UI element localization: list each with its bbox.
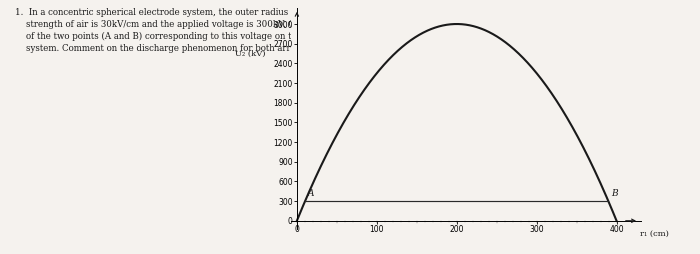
Text: 1.  In a concentric spherical electrode system, the outer radius is 400 cm, the : 1. In a concentric spherical electrode s…: [15, 8, 412, 53]
Text: B: B: [610, 189, 617, 198]
Text: A: A: [307, 189, 314, 198]
Text: U₂ (kV): U₂ (kV): [235, 50, 266, 57]
Text: r₁ (cm): r₁ (cm): [640, 230, 669, 238]
